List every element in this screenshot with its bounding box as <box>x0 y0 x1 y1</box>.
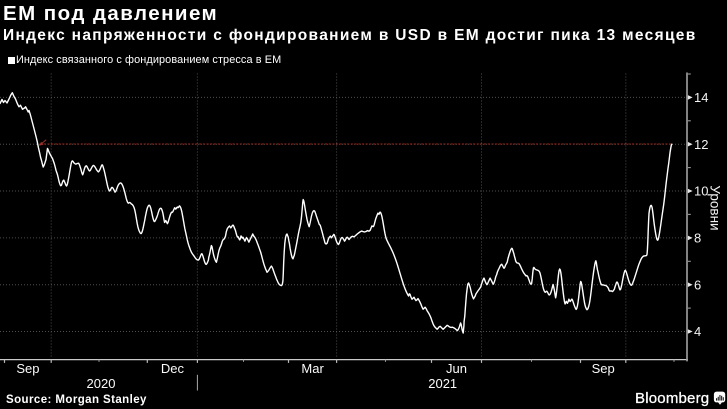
svg-text:6: 6 <box>694 277 701 292</box>
svg-text:10: 10 <box>694 184 708 199</box>
svg-text:Sep: Sep <box>16 361 39 376</box>
svg-text:8: 8 <box>694 231 701 246</box>
svg-text:Mar: Mar <box>301 361 324 376</box>
svg-text:Уровни: Уровни <box>708 185 723 230</box>
svg-text:Dec: Dec <box>161 361 185 376</box>
svg-text:Sep: Sep <box>592 361 615 376</box>
svg-text:4: 4 <box>694 324 701 339</box>
svg-text:2020: 2020 <box>87 376 116 391</box>
svg-text:14: 14 <box>694 90 708 105</box>
svg-text:2021: 2021 <box>428 376 457 391</box>
svg-text:12: 12 <box>694 137 708 152</box>
svg-text:Jun: Jun <box>446 361 467 376</box>
